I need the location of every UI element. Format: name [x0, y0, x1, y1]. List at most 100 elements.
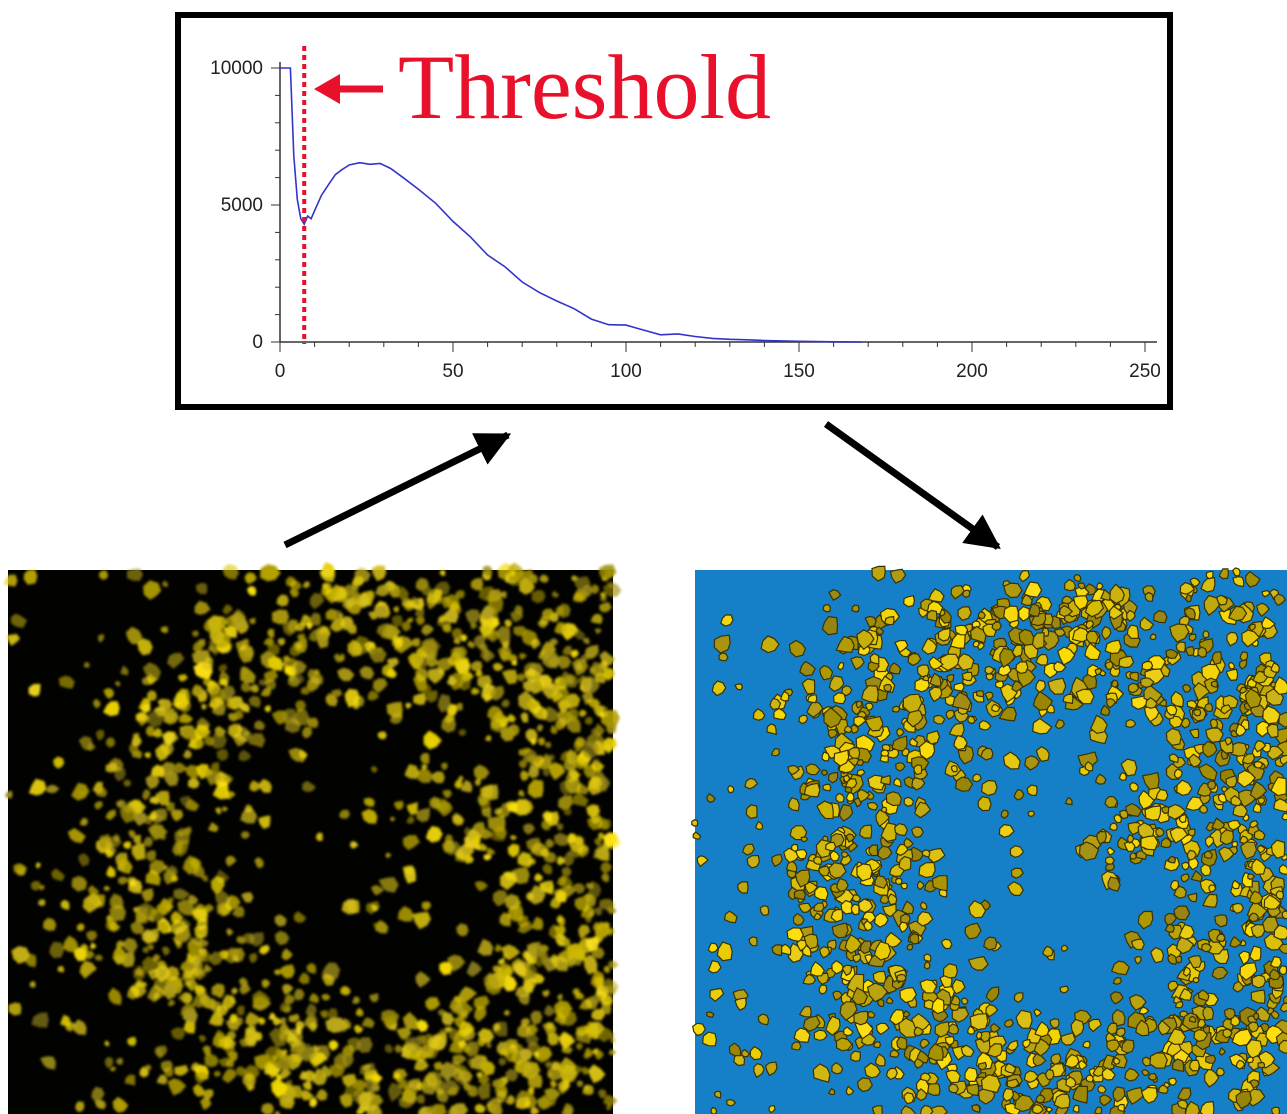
cell-mark	[104, 1056, 114, 1069]
cell-mark	[147, 944, 155, 950]
cell-mark	[315, 1089, 328, 1101]
cell-mark	[797, 902, 813, 914]
cell-mark	[374, 605, 388, 619]
cell-mark	[1218, 1047, 1226, 1056]
cell-mark	[454, 848, 465, 859]
cell-mark	[203, 1089, 214, 1101]
cell-mark	[458, 1040, 467, 1049]
cell-mark	[272, 1016, 282, 1026]
cell-mark	[117, 876, 129, 885]
cell-mark	[863, 919, 873, 932]
cell-mark	[470, 578, 484, 591]
cell-mark	[1062, 693, 1074, 705]
cell-mark	[238, 749, 252, 762]
cell-mark	[415, 971, 431, 988]
cell-mark	[1267, 745, 1285, 761]
cell-mark	[1201, 942, 1213, 953]
cell-mark	[1248, 912, 1260, 923]
cell-mark	[1130, 695, 1149, 710]
cell-mark	[1173, 905, 1191, 921]
cell-mark	[1262, 705, 1282, 725]
cell-mark	[1125, 802, 1143, 818]
cell-mark	[851, 604, 860, 613]
y-tick-label: 5000	[221, 195, 263, 216]
cell-mark	[328, 1040, 339, 1051]
cell-mark	[1199, 1100, 1215, 1114]
cell-mark	[875, 626, 885, 636]
cell-mark	[145, 775, 160, 790]
cell-mark	[1231, 879, 1241, 890]
cell-mark	[31, 1012, 49, 1028]
cell-mark	[849, 656, 865, 671]
cell-mark	[575, 661, 583, 671]
cell-mark	[223, 625, 238, 638]
cell-mark	[494, 617, 499, 624]
cell-mark	[709, 987, 725, 1002]
cell-mark	[921, 849, 931, 858]
cell-mark	[960, 997, 969, 1005]
cell-mark	[591, 994, 602, 1005]
cell-mark	[163, 1067, 174, 1077]
cell-mark	[1123, 841, 1136, 853]
cell-mark	[357, 592, 371, 609]
cell-mark	[1244, 570, 1261, 588]
cell-mark	[378, 877, 399, 893]
cell-mark	[191, 908, 209, 922]
cell-mark	[1242, 813, 1250, 822]
cell-mark	[592, 758, 600, 766]
cell-mark	[711, 680, 727, 697]
cell-mark	[551, 955, 569, 972]
cell-mark	[602, 978, 619, 994]
cell-mark	[406, 816, 415, 824]
cell-mark	[728, 1042, 742, 1057]
cell-mark	[321, 973, 336, 986]
cell-mark	[1020, 593, 1033, 607]
cell-mark	[476, 1071, 483, 1079]
cell-mark	[745, 804, 758, 820]
cell-mark	[316, 632, 329, 649]
cell-mark	[556, 917, 566, 926]
cell-mark	[788, 639, 807, 658]
cell-mark	[175, 701, 182, 708]
cell-mark	[124, 1074, 136, 1086]
cell-mark	[867, 774, 886, 791]
cell-mark	[291, 660, 307, 675]
cell-mark	[598, 832, 605, 840]
cell-mark	[1193, 708, 1202, 717]
cell-mark	[536, 724, 544, 732]
cell-mark	[187, 777, 200, 789]
cell-mark	[142, 946, 149, 953]
cell-mark	[1235, 722, 1247, 737]
cell-mark	[1140, 835, 1159, 851]
cell-mark	[179, 713, 194, 724]
cell-mark	[594, 921, 611, 940]
cell-mark	[507, 843, 520, 858]
cell-mark	[1084, 599, 1105, 618]
cell-mark	[923, 953, 932, 962]
cell-mark	[75, 1101, 85, 1112]
cell-mark	[478, 586, 496, 602]
cell-mark	[1119, 809, 1129, 820]
cell-mark	[838, 803, 854, 822]
cell-mark	[1216, 1067, 1226, 1077]
cell-mark	[991, 621, 1002, 632]
cell-mark	[503, 974, 518, 992]
cell-mark	[222, 604, 233, 615]
cell-mark	[1160, 837, 1172, 849]
x-tick-label: 250	[1129, 361, 1161, 382]
cell-mark	[427, 1036, 440, 1049]
cell-mark	[191, 1062, 200, 1072]
cell-mark	[147, 690, 157, 701]
cell-mark	[1190, 869, 1203, 883]
cell-mark	[1049, 1018, 1060, 1029]
cell-mark	[710, 1106, 718, 1114]
cell-mark	[211, 762, 220, 774]
cell-mark	[538, 737, 546, 746]
cell-mark	[550, 1060, 562, 1071]
cell-mark	[229, 1013, 238, 1023]
cell-mark	[754, 820, 764, 831]
raw-fluorescence-image	[3, 562, 622, 1114]
cell-mark	[549, 638, 559, 647]
cell-mark	[898, 921, 909, 934]
cell-mark	[845, 1085, 855, 1096]
